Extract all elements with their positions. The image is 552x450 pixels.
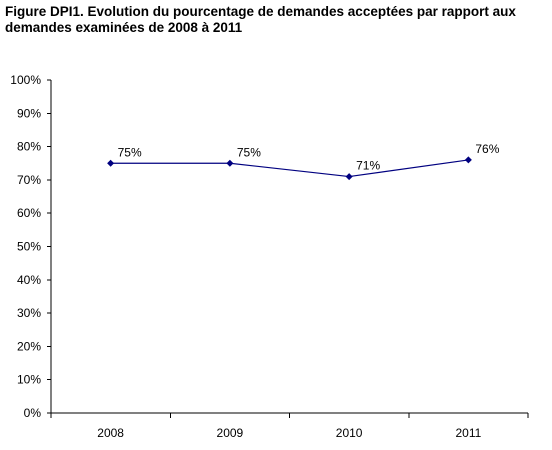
y-tick-label: 30%: [17, 306, 41, 320]
data-label: 71%: [356, 159, 380, 173]
y-tick-label: 90%: [17, 106, 41, 120]
data-label: 75%: [118, 145, 142, 159]
y-tick-label: 20%: [17, 339, 41, 353]
x-axis-ticks: 2008 2009 2010 2011: [50, 413, 529, 440]
y-tick-label: 50%: [17, 240, 41, 254]
data-point-marker: [464, 156, 472, 164]
data-label: 76%: [475, 142, 499, 156]
series-line: [110, 159, 469, 178]
data-point-marker: [226, 159, 234, 167]
y-tick-label: 10%: [17, 373, 41, 387]
series: 75% 75% 71% 76%: [107, 142, 500, 181]
y-tick-label: 80%: [17, 140, 41, 154]
chart-title: Figure DPI1. Evolution du pourcentage de…: [5, 4, 516, 35]
y-axis-ticks: 0% 10% 20% 30% 40% 50% 60% 70% 80% 90% 100%: [10, 73, 51, 420]
x-tick-label: 2010: [336, 426, 363, 440]
y-tick-label: 0%: [24, 406, 42, 420]
x-tick-label: 2011: [455, 426, 481, 440]
data-point-marker: [345, 173, 353, 181]
x-tick-label: 2009: [217, 426, 244, 440]
data-point-marker: [107, 159, 115, 167]
y-tick-label: 70%: [17, 173, 41, 187]
y-tick-label: 100%: [10, 73, 41, 87]
data-label: 75%: [237, 145, 261, 159]
x-tick-label: 2008: [97, 426, 124, 440]
y-tick-label: 40%: [17, 273, 41, 287]
axes: [50, 80, 528, 414]
y-tick-label: 60%: [17, 206, 41, 220]
